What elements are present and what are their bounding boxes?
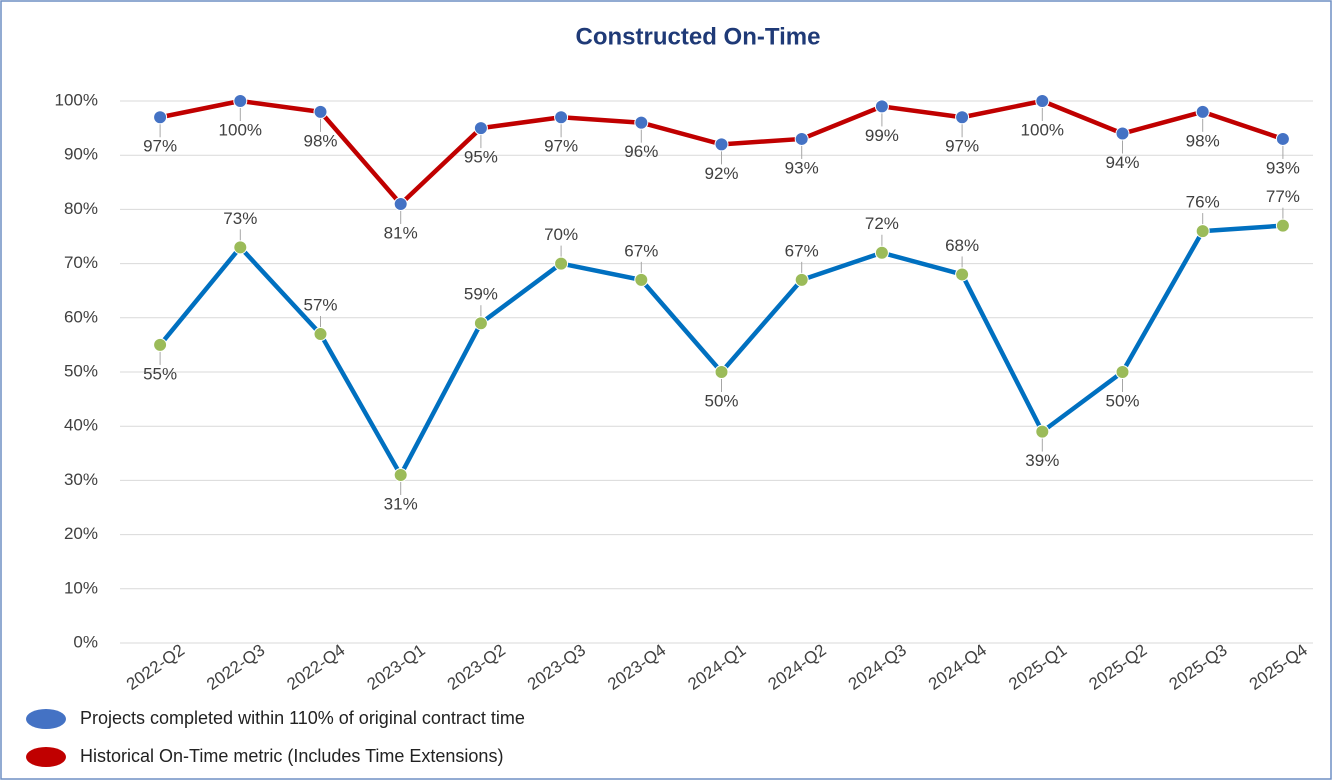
data-point: [153, 337, 168, 352]
data-point: [955, 110, 970, 125]
data-label: 97%: [143, 137, 177, 156]
data-label: 67%: [785, 241, 819, 260]
data-label: 93%: [785, 158, 819, 177]
data-label: 76%: [1186, 193, 1220, 212]
legend-swatch: [26, 747, 66, 767]
data-point: [393, 467, 408, 482]
y-tick-label: 30%: [64, 470, 98, 489]
data-point: [313, 327, 328, 342]
y-tick-label: 0%: [73, 632, 98, 651]
chart-title: Constructed On-Time: [576, 23, 821, 50]
data-point: [794, 272, 809, 287]
data-point: [1115, 365, 1130, 379]
data-label: 81%: [384, 223, 418, 242]
data-label: 97%: [945, 137, 979, 156]
data-label: 100%: [219, 120, 262, 139]
data-label: 99%: [865, 126, 899, 145]
data-point: [1195, 224, 1210, 239]
y-tick-label: 90%: [64, 145, 98, 164]
data-point: [233, 94, 248, 108]
data-label: 70%: [544, 225, 578, 244]
legend-swatch: [26, 709, 66, 729]
y-tick-label: 50%: [64, 361, 98, 380]
data-label: 57%: [303, 296, 337, 315]
data-label: 96%: [624, 142, 658, 161]
data-label: 72%: [865, 214, 899, 233]
data-label: 73%: [223, 209, 257, 228]
data-point: [634, 272, 649, 287]
data-point: [153, 110, 168, 125]
data-point: [874, 245, 889, 260]
data-point: [393, 196, 408, 211]
legend-text: Projects completed within 110% of origin…: [80, 708, 525, 728]
data-label: 55%: [143, 364, 177, 383]
y-tick-label: 20%: [64, 524, 98, 543]
y-tick-label: 80%: [64, 199, 98, 218]
data-label: 97%: [544, 137, 578, 156]
data-label: 31%: [384, 494, 418, 513]
data-point: [473, 316, 488, 331]
y-tick-label: 70%: [64, 253, 98, 272]
data-point: [1035, 424, 1050, 439]
data-label: 59%: [464, 285, 498, 304]
data-label: 50%: [704, 391, 738, 410]
data-label: 39%: [1025, 451, 1059, 470]
data-label: 98%: [303, 131, 337, 150]
data-point: [1195, 104, 1210, 119]
y-tick-label: 10%: [64, 578, 98, 597]
data-point: [554, 256, 569, 271]
data-label: 94%: [1105, 153, 1139, 172]
data-point: [714, 365, 729, 379]
data-point: [554, 110, 569, 125]
data-point: [1115, 126, 1130, 141]
data-point: [955, 267, 970, 282]
data-point: [233, 240, 248, 255]
data-point: [313, 104, 328, 119]
legend-text: Historical On-Time metric (Includes Time…: [80, 746, 503, 766]
data-point: [634, 115, 649, 130]
data-label: 67%: [624, 241, 658, 260]
data-label: 50%: [1105, 391, 1139, 410]
data-point: [1275, 131, 1290, 146]
y-tick-label: 40%: [64, 416, 98, 435]
y-tick-label: 60%: [64, 307, 98, 326]
legend-box: [18, 700, 648, 776]
data-label: 98%: [1186, 131, 1220, 150]
data-label: 93%: [1266, 158, 1300, 177]
y-tick-label: 100%: [55, 90, 98, 109]
data-label: 68%: [945, 236, 979, 255]
data-point: [1035, 94, 1050, 108]
data-point: [794, 131, 809, 146]
data-point: [473, 121, 488, 136]
data-point: [1275, 218, 1290, 233]
data-label: 92%: [704, 164, 738, 183]
data-label: 77%: [1266, 187, 1300, 206]
data-label: 95%: [464, 148, 498, 167]
data-label: 100%: [1021, 120, 1064, 139]
data-point: [874, 99, 889, 114]
data-point: [714, 137, 729, 152]
